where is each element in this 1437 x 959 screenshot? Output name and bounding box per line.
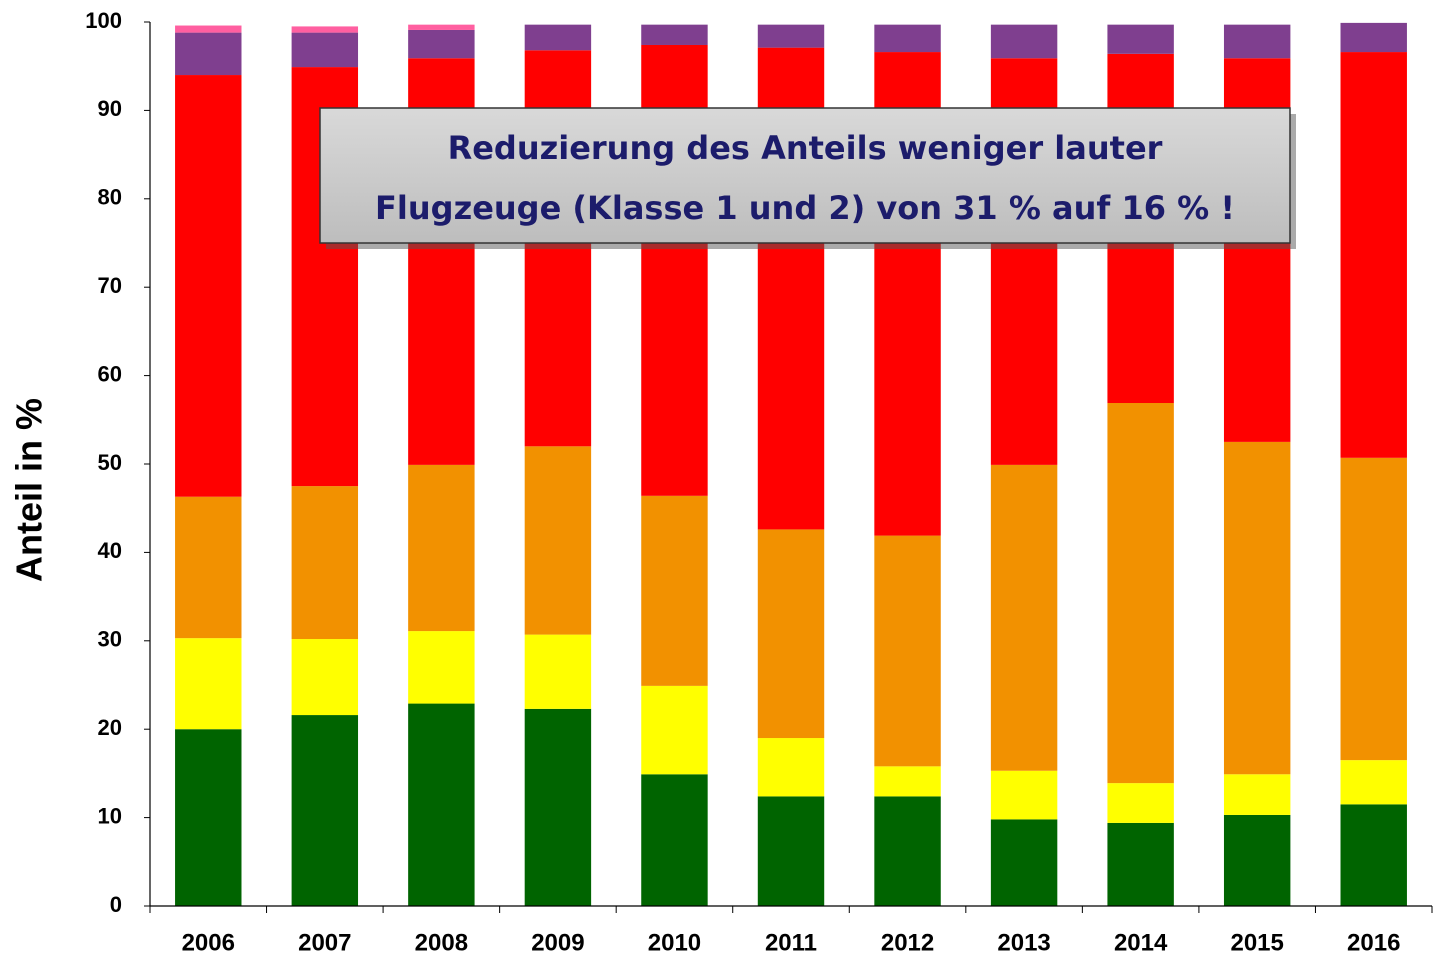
bar-segment xyxy=(1223,24,1291,59)
bar-segment xyxy=(408,24,475,30)
annotation: Reduzierung des Anteils weniger lauter F… xyxy=(319,107,1296,249)
bar-segment xyxy=(990,24,1058,59)
bar-segment xyxy=(408,703,475,906)
y-axis-label: Anteil in % xyxy=(9,398,50,582)
bar-segment xyxy=(175,25,242,33)
bar-segment xyxy=(524,708,592,906)
y-tick-label: 40 xyxy=(98,538,122,563)
bar-segment xyxy=(291,639,359,716)
x-tick-label: 2010 xyxy=(648,929,701,956)
bar-segment xyxy=(990,770,1058,820)
y-tick-label: 60 xyxy=(98,361,122,386)
y-tick-label: 80 xyxy=(98,185,122,210)
bar-segment xyxy=(990,819,1058,906)
bar-segment xyxy=(524,446,592,635)
bar-segment xyxy=(1340,457,1407,761)
bar-segment xyxy=(175,638,242,730)
bar-segment xyxy=(291,32,359,68)
x-tick-label: 2006 xyxy=(182,929,235,956)
bar-segment xyxy=(524,634,592,709)
bar-segment xyxy=(175,496,242,639)
bar-segment xyxy=(1340,22,1407,53)
bar-segment xyxy=(1107,24,1174,54)
y-tick-label: 70 xyxy=(98,273,122,298)
annotation-text: Flugzeuge (Klasse 1 und 2) von 31 % auf … xyxy=(375,189,1235,227)
bar-segment xyxy=(641,495,708,686)
bar-segment xyxy=(291,715,359,906)
x-tick-label: 2009 xyxy=(531,929,584,956)
y-tick-label: 90 xyxy=(98,96,122,121)
bar-segment xyxy=(1340,804,1407,906)
x-tick-label: 2016 xyxy=(1347,929,1400,956)
annotation-text: Reduzierung des Anteils weniger lauter xyxy=(448,129,1163,167)
x-tick-label: 2015 xyxy=(1230,929,1283,956)
annotation-box xyxy=(319,107,1291,244)
y-tick-label: 30 xyxy=(98,627,122,652)
bar-segment xyxy=(641,24,708,45)
y-tick-label: 100 xyxy=(85,8,122,33)
bar-segment xyxy=(524,24,592,51)
bar-segment xyxy=(641,685,708,775)
bar-segment xyxy=(408,29,475,59)
x-tick-label: 2014 xyxy=(1114,929,1168,956)
x-tick-label: 2008 xyxy=(415,929,468,956)
bar-segment xyxy=(1223,441,1291,775)
bar-segment xyxy=(1223,814,1291,906)
bar-segment xyxy=(1223,774,1291,815)
bar-segment xyxy=(874,535,941,767)
bar-segment xyxy=(1340,52,1407,458)
y-tick-label: 20 xyxy=(98,715,122,740)
bar-segment xyxy=(175,75,242,497)
y-tick-label: 0 xyxy=(110,892,122,917)
bar-segment xyxy=(757,738,825,797)
bar-segment xyxy=(874,24,941,53)
bar-segment xyxy=(291,26,359,33)
bar-segment xyxy=(874,766,941,797)
bar-segment xyxy=(291,486,359,640)
bar-segment xyxy=(175,32,242,76)
x-tick-label: 2007 xyxy=(298,929,351,956)
x-tick-label: 2013 xyxy=(997,929,1050,956)
x-tick-label: 2012 xyxy=(881,929,934,956)
x-tick-label: 2011 xyxy=(765,929,817,956)
bar-segment xyxy=(874,796,941,906)
bar-segment xyxy=(641,774,708,906)
bar-segment xyxy=(1107,403,1174,784)
bar-segment xyxy=(1340,760,1407,805)
bar-segment xyxy=(175,729,242,906)
bar-segment xyxy=(1107,783,1174,823)
bar-segment xyxy=(1107,822,1174,906)
bar-segment xyxy=(408,464,475,632)
y-tick-label: 50 xyxy=(98,450,122,475)
bar-segment xyxy=(757,796,825,906)
bar-segment xyxy=(757,529,825,739)
bar-segment xyxy=(990,464,1058,771)
bar-segment xyxy=(408,631,475,704)
bar-segment xyxy=(757,24,825,48)
y-tick-label: 10 xyxy=(98,803,122,828)
